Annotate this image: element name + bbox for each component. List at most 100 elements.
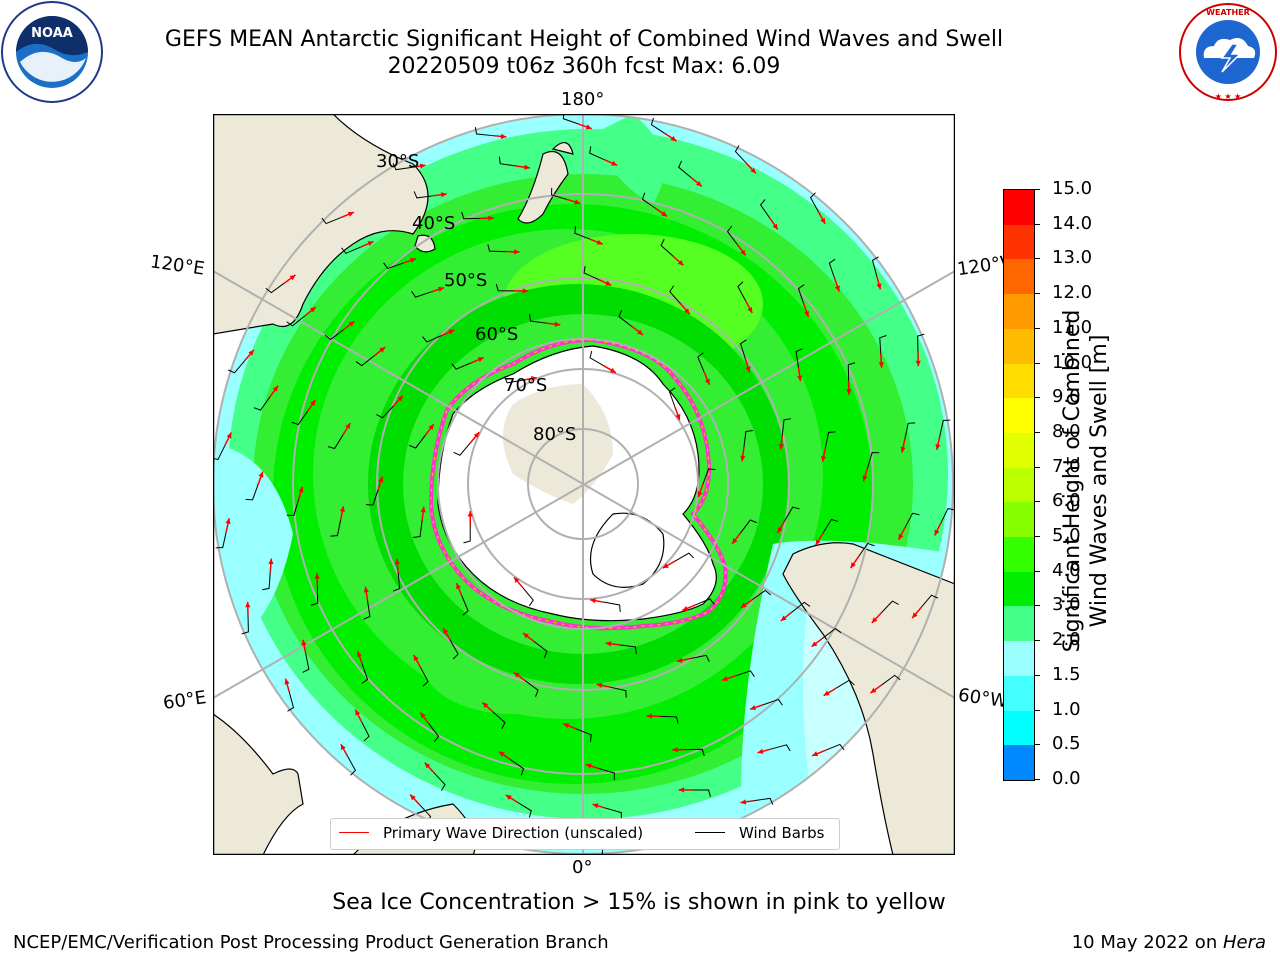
wind-barb — [795, 348, 803, 368]
wave-arrow-head — [410, 794, 416, 801]
wave-arrow-head — [467, 511, 473, 517]
wind-barb — [904, 422, 916, 440]
wind-barb — [291, 411, 308, 426]
wave-arrow-head — [678, 787, 685, 793]
wind-barb — [692, 789, 711, 797]
wave-arrow-head — [662, 563, 669, 569]
wave-arrow-head — [397, 395, 403, 402]
colorbar-segment — [1004, 294, 1034, 329]
colorbar-segment — [1004, 641, 1034, 676]
wave-arrow-head — [226, 432, 232, 439]
colorbar-segment — [1004, 328, 1034, 364]
colorbar-tick-mark — [1034, 466, 1040, 468]
colorbar-tick-mark — [1034, 536, 1040, 538]
wave-arrow-head — [590, 598, 596, 604]
wave-arrow-head — [804, 310, 810, 317]
wind-barb — [737, 281, 746, 301]
wind-barb — [867, 452, 880, 469]
colorbar-segment — [1004, 190, 1034, 225]
wind-barb — [302, 653, 310, 673]
wave-arrow-head — [443, 627, 449, 634]
wind-barb — [363, 600, 371, 620]
wind-barb — [413, 191, 433, 199]
wind-barb — [451, 362, 472, 370]
wave-arrow-head — [268, 558, 274, 565]
wind-barb — [835, 679, 855, 689]
colorbar-label-line1: Significant Height of Combined — [1060, 309, 1085, 653]
wave-arrow-head — [704, 378, 710, 385]
wind-barb — [262, 572, 271, 591]
lon-label-60e: 60°E — [161, 687, 208, 714]
wind-barb — [940, 508, 955, 524]
legend-wind-barbs: Wind Barbs — [739, 824, 825, 842]
wind-barb — [726, 225, 738, 245]
wave-arrow-head — [871, 617, 878, 623]
wave-arrow-head — [513, 672, 520, 678]
wave-arrow-head — [878, 362, 884, 368]
wave-arrow-head — [862, 475, 868, 482]
wind-barb — [522, 587, 534, 607]
wind-barb — [461, 595, 469, 616]
wind-barb-swatch — [695, 832, 725, 833]
wind-barb — [495, 283, 515, 292]
colorbar-tick-label: 6.0 — [1052, 490, 1081, 512]
wind-barb — [324, 329, 344, 341]
wind-barb — [920, 594, 939, 608]
wave-arrow-head — [284, 678, 290, 685]
wave-arrow-head — [682, 605, 689, 611]
wave-arrow-head — [339, 506, 345, 513]
wave-arrow-head — [289, 274, 296, 281]
lon-label-120e: 120°E — [148, 251, 206, 280]
colorbar-tick-label: 1.0 — [1052, 698, 1081, 720]
wave-arrow-head — [428, 424, 434, 430]
wind-barb — [310, 587, 319, 606]
wave-arrow-head — [821, 455, 827, 462]
colorbar-segment — [1004, 398, 1034, 433]
wind-barb — [347, 756, 357, 776]
wave-arrow-head — [420, 506, 426, 513]
wave-arrow-head — [740, 799, 747, 805]
wind-barb — [904, 512, 920, 528]
wave-arrow-head — [780, 615, 787, 621]
colorbar-tick-mark — [1034, 674, 1040, 676]
footer-date: 10 May 2022 on Hera — [1072, 932, 1266, 953]
colorbar-tick-mark — [1034, 189, 1040, 190]
legend-primary-wave: Primary Wave Direction (unscaled) — [383, 824, 644, 842]
wave-arrow-head — [740, 602, 747, 608]
wind-barb — [641, 192, 656, 209]
wave-arrow-head — [345, 422, 351, 429]
wave-arrow-head — [797, 375, 803, 382]
colorbar-tick-mark — [1034, 501, 1040, 503]
wave-arrow-head — [740, 249, 746, 256]
sea-ice-edge — [428, 337, 728, 631]
wave-arrow-head — [482, 702, 489, 709]
wind-barb — [735, 670, 755, 677]
wind-barb — [674, 552, 695, 562]
colorbar-segment — [1004, 224, 1034, 260]
wave-arrow-head — [772, 223, 778, 230]
noaa-text: NOAA — [31, 26, 73, 41]
wind-barb — [245, 484, 259, 501]
wind-barb — [321, 217, 342, 225]
colorbar-tick-label: 2.0 — [1052, 629, 1081, 651]
wave-arrow-head — [697, 491, 703, 498]
wave-arrow-head — [409, 257, 416, 263]
wave-arrow-head — [348, 321, 355, 327]
colorbar-tick-mark — [1034, 640, 1040, 642]
wind-barb — [603, 601, 621, 612]
wave-arrow-head — [473, 432, 480, 439]
colorbar-segment — [1004, 432, 1034, 468]
wave-arrow-head — [585, 763, 592, 769]
colorbar-tick-label: 8.0 — [1052, 420, 1081, 442]
wave-arrow-head — [413, 654, 419, 661]
wave-arrow-head — [812, 751, 819, 757]
colorbar-tick-mark — [1034, 327, 1040, 329]
wind-barb — [754, 797, 774, 805]
wave-arrow-head — [850, 562, 856, 569]
wave-arrow-head — [684, 308, 690, 315]
wave-arrow-head — [505, 795, 512, 801]
colorbar-tick-label: 4.0 — [1052, 559, 1081, 581]
lon-label-0: 0° — [572, 857, 593, 878]
wind-barb — [610, 686, 627, 698]
wind-barb — [879, 335, 887, 354]
